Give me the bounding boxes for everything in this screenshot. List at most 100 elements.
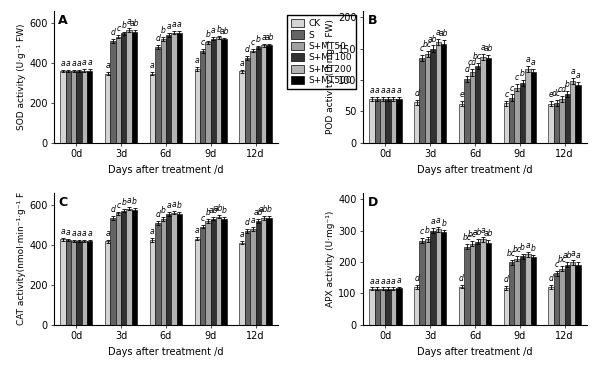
Bar: [110, 218, 116, 325]
Bar: [391, 99, 396, 143]
Text: ab: ab: [473, 228, 482, 237]
Y-axis label: CAT activity(nmol·min⁻¹·g⁻¹ F: CAT activity(nmol·min⁻¹·g⁻¹ F: [17, 192, 26, 326]
Bar: [464, 79, 470, 143]
Bar: [414, 102, 419, 143]
Bar: [396, 288, 401, 325]
Text: ab: ab: [219, 27, 229, 36]
Bar: [425, 54, 430, 143]
Bar: [71, 71, 76, 143]
Text: c: c: [510, 84, 514, 92]
Text: a: a: [375, 277, 380, 285]
Bar: [509, 97, 515, 143]
Text: a: a: [60, 227, 65, 236]
Bar: [370, 289, 374, 325]
Bar: [419, 58, 425, 143]
Text: bc: bc: [423, 39, 432, 49]
Bar: [216, 37, 222, 143]
Text: e: e: [549, 91, 553, 99]
X-axis label: Days after treatment /d: Days after treatment /d: [418, 347, 533, 357]
Text: b: b: [531, 244, 536, 253]
Text: c: c: [116, 24, 120, 33]
Bar: [87, 70, 92, 143]
Bar: [177, 214, 182, 325]
Text: a: a: [570, 67, 575, 76]
Bar: [132, 32, 137, 143]
Bar: [486, 243, 491, 325]
Bar: [121, 33, 126, 143]
Text: ab: ab: [484, 229, 493, 238]
Text: a: a: [391, 86, 396, 95]
Text: b: b: [205, 208, 210, 218]
Text: a: a: [167, 201, 171, 210]
Bar: [81, 70, 87, 143]
Bar: [87, 241, 92, 325]
Bar: [60, 71, 65, 143]
Bar: [166, 35, 171, 143]
Bar: [414, 287, 419, 325]
Bar: [76, 71, 81, 143]
Bar: [267, 218, 271, 325]
Bar: [470, 73, 475, 143]
Text: C: C: [58, 196, 68, 208]
Bar: [126, 208, 132, 325]
Bar: [486, 58, 491, 143]
Text: b: b: [216, 25, 221, 34]
Bar: [116, 213, 121, 325]
Text: a: a: [127, 196, 132, 205]
Bar: [195, 238, 200, 325]
Text: c: c: [504, 90, 509, 99]
Bar: [132, 210, 137, 325]
Text: a: a: [150, 227, 155, 237]
Bar: [250, 229, 256, 325]
Text: d: d: [155, 210, 161, 219]
Bar: [126, 30, 132, 143]
Bar: [200, 51, 205, 143]
X-axis label: Days after treatment /d: Days after treatment /d: [108, 165, 223, 174]
Bar: [222, 39, 227, 143]
Bar: [565, 94, 570, 143]
Bar: [195, 69, 200, 143]
Text: a: a: [375, 86, 380, 95]
Text: cd: cd: [558, 85, 567, 94]
Bar: [250, 50, 256, 143]
Bar: [155, 47, 161, 143]
Bar: [509, 262, 515, 325]
Text: d: d: [155, 34, 161, 43]
Text: a: a: [167, 22, 171, 31]
Text: D: D: [368, 196, 378, 208]
Text: a: a: [172, 200, 176, 209]
Text: d: d: [415, 89, 419, 97]
Bar: [470, 244, 475, 325]
Text: a: a: [66, 228, 71, 237]
Bar: [81, 241, 87, 325]
Text: ab: ab: [130, 19, 140, 28]
Text: a: a: [576, 251, 580, 260]
Bar: [171, 212, 177, 325]
Bar: [374, 99, 380, 143]
Bar: [171, 32, 177, 143]
Text: bc: bc: [507, 249, 516, 258]
Bar: [549, 104, 554, 143]
Bar: [520, 256, 525, 325]
Bar: [419, 241, 425, 325]
Text: a: a: [172, 20, 176, 29]
Text: a: a: [370, 277, 374, 285]
Bar: [65, 240, 71, 325]
Bar: [205, 221, 211, 325]
Text: ab: ab: [264, 33, 274, 42]
Text: a: a: [195, 56, 199, 65]
Bar: [121, 211, 126, 325]
Bar: [554, 273, 559, 325]
Bar: [531, 257, 536, 325]
Text: d: d: [111, 27, 116, 36]
Text: c: c: [201, 38, 205, 47]
Text: a: a: [386, 86, 391, 95]
Text: c: c: [515, 73, 519, 82]
Bar: [576, 85, 581, 143]
Bar: [205, 42, 211, 143]
Text: b: b: [122, 198, 126, 207]
Bar: [464, 247, 470, 325]
Text: d: d: [504, 275, 509, 284]
Bar: [441, 232, 446, 325]
Bar: [245, 231, 250, 325]
